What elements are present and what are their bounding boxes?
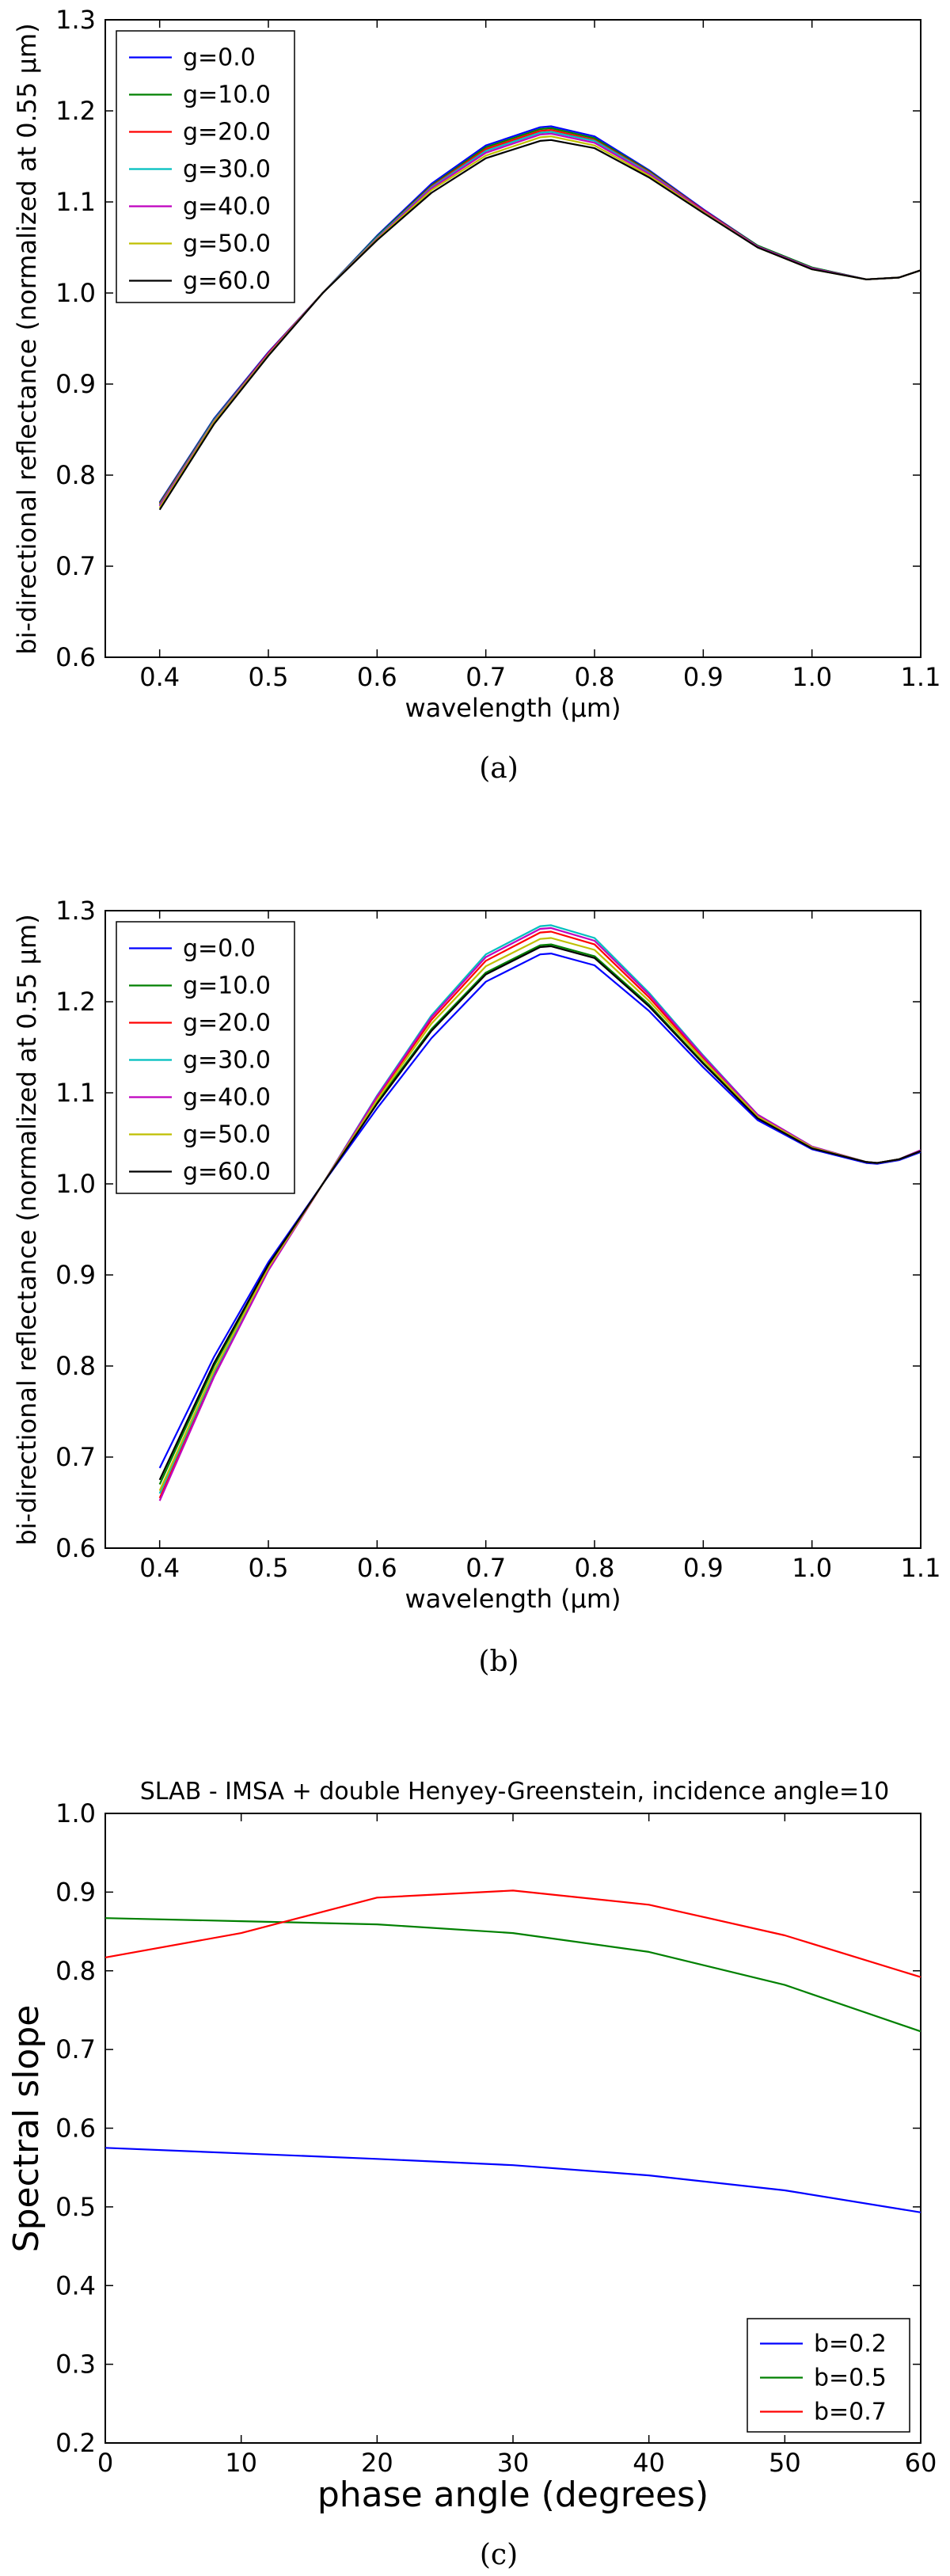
series-line-b-0-5: [104, 1917, 922, 2033]
legend-box: [116, 921, 295, 1194]
y-tick-label: 0.3: [55, 2350, 96, 2380]
legend-label: g=30.0: [183, 1047, 271, 1075]
y-tick-label: 0.8: [55, 1351, 96, 1381]
y-tick-label: 1.1: [55, 187, 96, 217]
panel-b-x-axis-label: wavelength (μm): [405, 1584, 621, 1614]
x-tick-label: 50: [769, 2448, 801, 2478]
y-tick-label: 0.9: [55, 369, 96, 399]
x-tick-label: 0.9: [683, 1553, 724, 1583]
y-tick-label: 1.1: [55, 1078, 96, 1108]
x-tick-label: 1.0: [792, 662, 832, 692]
legend-label: g=50.0: [183, 230, 271, 258]
x-tick-label: 0.6: [357, 662, 397, 692]
y-tick-label: 1.2: [55, 987, 96, 1017]
x-tick-label: 20: [361, 2448, 393, 2478]
y-tick-label: 0.9: [55, 1260, 96, 1290]
panel-a-legend: g=0.0 g=10.0 g=20.0 g=30.0 g=40.0 g=50.0 g=60.…: [116, 30, 295, 303]
panel-a-caption: (a): [479, 752, 519, 785]
panel-b-y-ticks: 0.6 0.7 0.8 0.9 1.0 1.1 1.2 1.3: [55, 896, 921, 1563]
legend-label: g=40.0: [183, 193, 271, 221]
x-tick-label: 0.4: [139, 662, 180, 692]
panel-c-y-axis-label: Spectral slope: [6, 2005, 47, 2253]
panel-c-legend: b=0.2 b=0.5 b=0.7: [747, 2318, 910, 2433]
y-tick-label: 0.7: [55, 1442, 96, 1472]
x-tick-label: 0.8: [575, 1553, 615, 1583]
legend-label: g=10.0: [183, 972, 271, 1000]
x-tick-label: 1.1: [901, 1553, 941, 1583]
y-tick-label: 1.0: [55, 278, 96, 308]
y-tick-label: 1.0: [55, 1169, 96, 1199]
panel-c-y-ticks: 0.2 0.3 0.4 0.5 0.6 0.7 0.8 0.9 1.0: [55, 1798, 921, 2458]
legend-label: b=0.5: [814, 2365, 887, 2392]
y-tick-label: 1.3: [55, 5, 96, 35]
panel-b: 0.6 0.7 0.8 0.9 1.0 1.1 1.2 1.3 0.4 0.5 0.6 0.7 0.8…: [12, 896, 940, 1678]
series-line-b-0-2: [104, 2147, 922, 2213]
panel-b-legend: g=0.0 g=10.0 g=20.0 g=30.0 g=40.0 g=50.0 g=60.…: [116, 921, 295, 1194]
y-tick-label: 0.6: [55, 642, 96, 672]
panel-a-x-axis-label: wavelength (μm): [405, 693, 621, 723]
legend-box: [747, 2318, 910, 2433]
y-tick-label: 0.2: [55, 2428, 96, 2458]
y-tick-label: 0.4: [55, 2270, 96, 2300]
x-tick-label: 0.7: [466, 1553, 506, 1583]
x-tick-label: 0.9: [683, 662, 724, 692]
panel-b-y-axis-label: bi-directional reflectance (normalized a…: [12, 914, 42, 1545]
y-tick-label: 0.6: [55, 2114, 96, 2144]
y-tick-label: 0.8: [55, 1956, 96, 1986]
legend-label: b=0.2: [814, 2331, 887, 2358]
panel-a-y-ticks: 0.6 0.7 0.8 0.9 1.0 1.1 1.2 1.3: [55, 5, 921, 672]
legend-label: g=0.0: [183, 935, 256, 963]
y-tick-label: 0.6: [55, 1533, 96, 1563]
x-tick-label: 0.6: [357, 1553, 397, 1583]
panel-c-x-ticks: 0 10 20 30 40 50 60: [97, 1813, 937, 2478]
x-tick-label: 0: [97, 2448, 113, 2478]
x-tick-label: 0.4: [139, 1553, 180, 1583]
x-tick-label: 1.0: [792, 1553, 832, 1583]
panel-b-x-ticks: 0.4 0.5 0.6 0.7 0.8 0.9 1.0 1.1: [139, 911, 940, 1583]
series-line-g-60-0: [158, 945, 922, 1481]
x-tick-label: 60: [905, 2448, 937, 2478]
legend-label: g=30.0: [183, 156, 271, 184]
legend-label: g=0.0: [183, 44, 256, 72]
legend-box: [116, 30, 295, 303]
x-tick-label: 40: [633, 2448, 665, 2478]
panel-a-x-ticks: 0.4 0.5 0.6 0.7 0.8 0.9 1.0 1.1: [139, 20, 940, 692]
x-tick-label: 30: [497, 2448, 530, 2478]
legend-label: g=20.0: [183, 1010, 271, 1037]
x-tick-label: 0.8: [575, 662, 615, 692]
legend-label: g=60.0: [183, 1159, 271, 1186]
legend-label: g=10.0: [183, 82, 271, 109]
panel-c: SLAB - IMSA + double Henyey-Greenstein, …: [6, 1778, 937, 2571]
y-tick-label: 1.2: [55, 96, 96, 126]
x-tick-label: 0.5: [249, 662, 289, 692]
panel-c-series: [104, 1889, 922, 2213]
y-tick-label: 1.3: [55, 896, 96, 926]
y-tick-label: 0.7: [55, 551, 96, 581]
x-tick-label: 1.1: [901, 662, 941, 692]
y-tick-label: 1.0: [55, 1798, 96, 1828]
legend-label: g=50.0: [183, 1121, 271, 1149]
y-tick-label: 0.7: [55, 2034, 96, 2064]
legend-label: g=40.0: [183, 1084, 271, 1112]
panel-b-caption: (b): [478, 1646, 519, 1678]
y-tick-label: 0.8: [55, 460, 96, 490]
y-tick-label: 0.5: [55, 2192, 96, 2222]
series-line-b-0-7: [104, 1889, 922, 1978]
legend-label: b=0.7: [814, 2399, 887, 2426]
x-tick-label: 0.5: [249, 1553, 289, 1583]
panel-b-series: [158, 924, 922, 1501]
panel-a: 0.6 0.7 0.8 0.9 1.0 1.1 1.2 1.3 0.4 0.5 0.6 0.7 0.8…: [12, 5, 940, 785]
x-tick-label: 0.7: [466, 662, 506, 692]
panel-c-x-axis-label: phase angle (degrees): [317, 2475, 709, 2515]
x-tick-label: 10: [225, 2448, 257, 2478]
panel-a-y-axis-label: bi-directional reflectance (normalized a…: [12, 23, 42, 654]
legend-label: g=20.0: [183, 119, 271, 146]
panel-c-title: SLAB - IMSA + double Henyey-Greenstein, …: [140, 1778, 890, 1805]
panel-a-series: [158, 125, 922, 511]
series-line-g-60-0: [158, 139, 922, 511]
y-tick-label: 0.9: [55, 1877, 96, 1907]
legend-label: g=60.0: [183, 268, 271, 295]
panel-c-caption: (c): [480, 2539, 518, 2571]
